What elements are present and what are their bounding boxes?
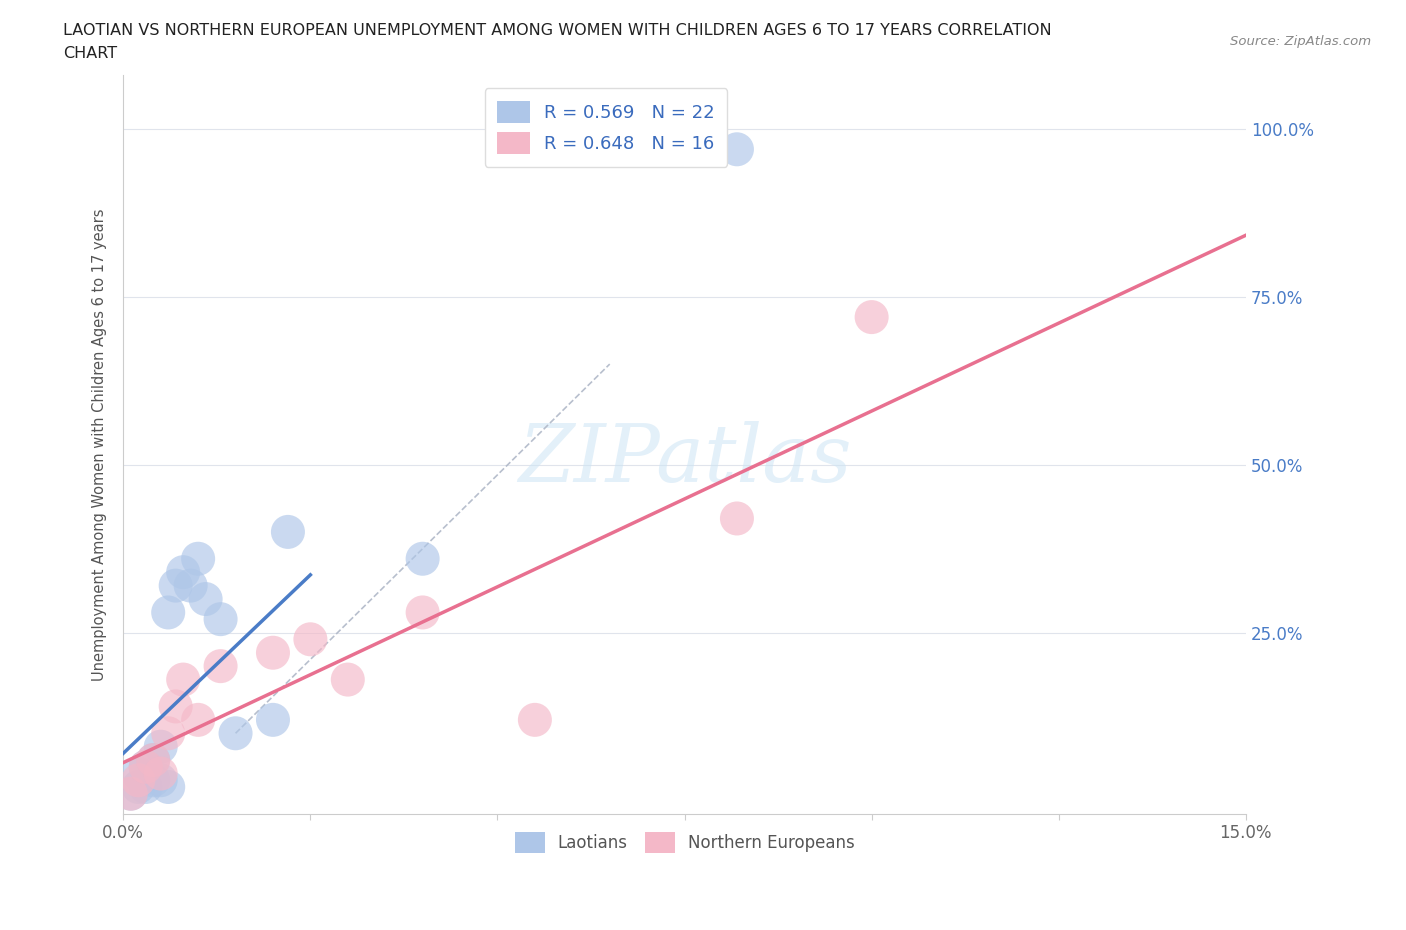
Point — [135, 760, 157, 775]
Point — [209, 658, 232, 673]
Point — [127, 779, 149, 794]
Point — [157, 605, 180, 620]
Point — [412, 605, 434, 620]
Point — [187, 712, 209, 727]
Point — [135, 779, 157, 794]
Point — [157, 779, 180, 794]
Text: Source: ZipAtlas.com: Source: ZipAtlas.com — [1230, 35, 1371, 48]
Point — [225, 725, 247, 740]
Point — [127, 766, 149, 781]
Text: LAOTIAN VS NORTHERN EUROPEAN UNEMPLOYMENT AMONG WOMEN WITH CHILDREN AGES 6 TO 17: LAOTIAN VS NORTHERN EUROPEAN UNEMPLOYMEN… — [63, 23, 1052, 38]
Point — [180, 578, 202, 593]
Point — [149, 739, 172, 754]
Point — [336, 672, 359, 687]
Point — [142, 752, 165, 767]
Point — [725, 142, 748, 157]
Point — [135, 760, 157, 775]
Point — [149, 773, 172, 788]
Point — [127, 773, 149, 788]
Point — [209, 612, 232, 627]
Text: ZIPatlas: ZIPatlas — [517, 420, 851, 498]
Point — [165, 699, 187, 714]
Point — [142, 773, 165, 788]
Point — [299, 631, 322, 646]
Point — [165, 578, 187, 593]
Point — [149, 766, 172, 781]
Point — [523, 712, 546, 727]
Point — [277, 525, 299, 539]
Point — [142, 752, 165, 767]
Point — [187, 551, 209, 566]
Point — [194, 591, 217, 606]
Point — [120, 786, 142, 801]
Point — [860, 310, 883, 325]
Point — [157, 725, 180, 740]
Legend: Laotians, Northern Europeans: Laotians, Northern Europeans — [506, 824, 863, 861]
Point — [412, 551, 434, 566]
Point — [262, 712, 284, 727]
Y-axis label: Unemployment Among Women with Children Ages 6 to 17 years: Unemployment Among Women with Children A… — [93, 208, 107, 681]
Point — [172, 565, 194, 579]
Point — [172, 672, 194, 687]
Point — [120, 786, 142, 801]
Point — [725, 512, 748, 526]
Text: CHART: CHART — [63, 46, 117, 61]
Point — [262, 645, 284, 660]
